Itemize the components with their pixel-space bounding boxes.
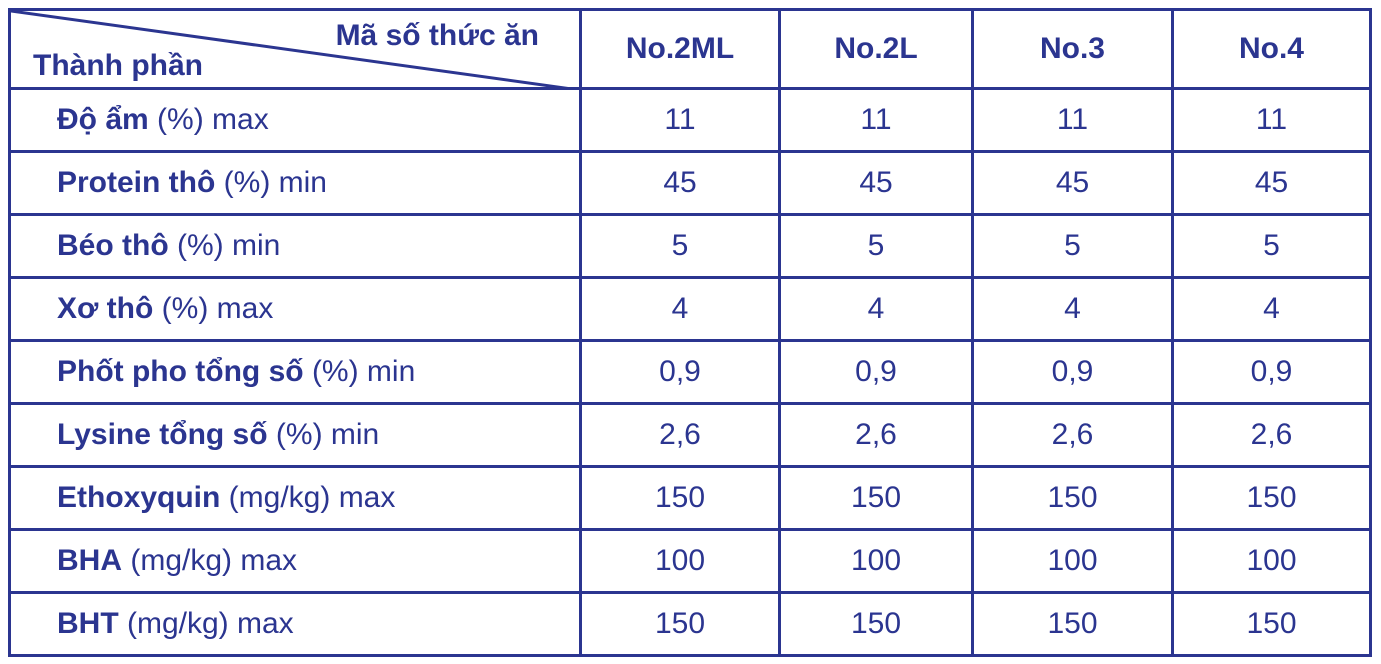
- table-row: Phốt pho tổng số (%) min 0,9 0,9 0,9 0,9: [8, 339, 1372, 405]
- value-cell: 150: [579, 591, 781, 657]
- value-cell: 45: [1171, 150, 1372, 216]
- row-label-name: Ethoxyquin: [57, 481, 221, 514]
- row-label-unit: (mg/kg) max: [122, 544, 298, 577]
- header-row: Mã số thức ăn Thành phần No.2ML No.2L No…: [8, 8, 1372, 90]
- row-label-unit: (%) min: [215, 166, 327, 199]
- value-cell: 0,9: [971, 339, 1174, 405]
- row-label-name: Protein thô: [57, 166, 216, 199]
- row-label: Lysine tổng số (%) min: [8, 402, 582, 468]
- value-cell: 0,9: [579, 339, 781, 405]
- row-label-name: Độ ẩm: [57, 103, 149, 136]
- value-cell: 0,9: [1171, 339, 1372, 405]
- row-label-name: Lysine tổng số: [57, 418, 268, 451]
- table-row: Béo thô (%) min 5 5 5 5: [8, 213, 1372, 279]
- table-row: Ethoxyquin (mg/kg) max 150 150 150 150: [8, 465, 1372, 531]
- value-cell: 4: [1171, 276, 1372, 342]
- value-cell: 2,6: [971, 402, 1174, 468]
- value-cell: 150: [778, 465, 974, 531]
- value-cell: 11: [971, 87, 1174, 153]
- value-cell: 5: [579, 213, 781, 279]
- row-label: Béo thô (%) min: [8, 213, 582, 279]
- row-label-name: BHA: [57, 544, 122, 577]
- row-label: Ethoxyquin (mg/kg) max: [8, 465, 582, 531]
- value-cell: 5: [1171, 213, 1372, 279]
- value-cell: 11: [579, 87, 781, 153]
- table-row: BHA (mg/kg) max 100 100 100 100: [8, 528, 1372, 594]
- value-cell: 100: [579, 528, 781, 594]
- value-cell: 11: [778, 87, 974, 153]
- value-cell: 150: [778, 591, 974, 657]
- row-label: Xơ thô (%) max: [8, 276, 582, 342]
- corner-header-cell: Mã số thức ăn Thành phần: [8, 8, 582, 90]
- row-label-unit: (%) max: [148, 103, 269, 136]
- diagonal-divider: [11, 11, 579, 90]
- value-cell: 4: [971, 276, 1174, 342]
- row-label-unit: (%) min: [267, 418, 380, 451]
- value-cell: 4: [579, 276, 781, 342]
- column-header: No.2ML: [579, 8, 781, 90]
- table-row: Xơ thô (%) max 4 4 4 4: [8, 276, 1372, 342]
- value-cell: 2,6: [778, 402, 974, 468]
- row-label-name: Phốt pho tổng số: [57, 355, 304, 388]
- value-cell: 150: [579, 465, 781, 531]
- value-cell: 2,6: [1171, 402, 1372, 468]
- row-label: Phốt pho tổng số (%) min: [8, 339, 582, 405]
- value-cell: 2,6: [579, 402, 781, 468]
- row-label-name: Béo thô: [57, 229, 169, 262]
- column-header: No.3: [971, 8, 1174, 90]
- value-cell: 100: [778, 528, 974, 594]
- row-label: BHT (mg/kg) max: [8, 591, 582, 657]
- value-cell: 0,9: [778, 339, 974, 405]
- table-row: Protein thô (%) min 45 45 45 45: [8, 150, 1372, 216]
- value-cell: 45: [579, 150, 781, 216]
- value-cell: 5: [778, 213, 974, 279]
- value-cell: 4: [778, 276, 974, 342]
- row-label-name: Xơ thô: [57, 292, 154, 325]
- value-cell: 150: [1171, 465, 1372, 531]
- row-axis-label: Thành phần: [33, 49, 203, 82]
- column-header: No.2L: [778, 8, 974, 90]
- table-row: Độ ẩm (%) max 11 11 11 11: [8, 87, 1372, 153]
- value-cell: 45: [778, 150, 974, 216]
- row-label: Độ ẩm (%) max: [8, 87, 582, 153]
- row-label: BHA (mg/kg) max: [8, 528, 582, 594]
- value-cell: 100: [1171, 528, 1372, 594]
- value-cell: 11: [1171, 87, 1372, 153]
- table-row: Lysine tổng số (%) min 2,6 2,6 2,6 2,6: [8, 402, 1372, 468]
- value-cell: 100: [971, 528, 1174, 594]
- value-cell: 150: [1171, 591, 1372, 657]
- row-label-unit: (mg/kg) max: [220, 481, 396, 514]
- row-label: Protein thô (%) min: [8, 150, 582, 216]
- row-label-unit: (%) max: [153, 292, 274, 325]
- row-label-unit: (%) min: [303, 355, 416, 388]
- row-label-unit: (mg/kg) max: [118, 607, 294, 640]
- table-row: BHT (mg/kg) max 150 150 150 150: [8, 591, 1372, 657]
- value-cell: 150: [971, 465, 1174, 531]
- value-cell: 150: [971, 591, 1174, 657]
- column-axis-label: Mã số thức ăn: [335, 19, 539, 52]
- column-header: No.4: [1171, 8, 1372, 90]
- value-cell: 5: [971, 213, 1174, 279]
- row-label-unit: (%) min: [168, 229, 281, 262]
- value-cell: 45: [971, 150, 1174, 216]
- row-label-name: BHT: [57, 607, 119, 640]
- feed-composition-table: Mã số thức ăn Thành phần No.2ML No.2L No…: [8, 8, 1372, 657]
